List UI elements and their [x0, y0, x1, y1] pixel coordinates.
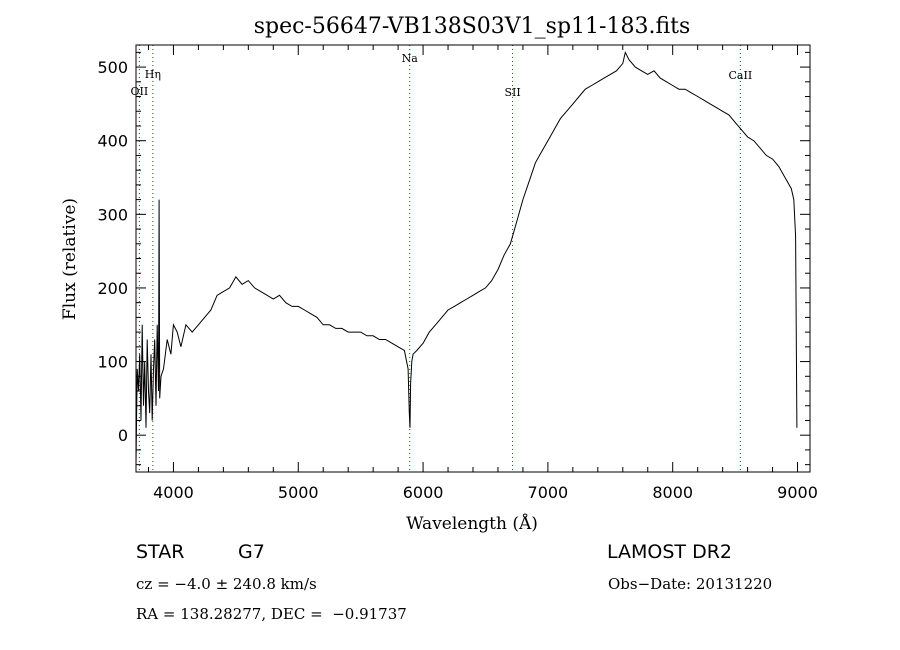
x-tick-label: 5000: [278, 483, 319, 502]
x-tick-label: 9000: [777, 483, 818, 502]
y-tick-label: 400: [97, 132, 128, 151]
chart-title: spec-56647-VB138S03V1_sp11-183.fits: [254, 14, 691, 39]
plot-frame: [135, 44, 811, 473]
y-tick-label: 300: [97, 205, 128, 224]
redshift-info: cz = −4.0 ± 240.8 km/s: [136, 575, 317, 593]
y-axis-label: Flux (relative): [60, 198, 80, 320]
x-axis-label: Wavelength (Å): [406, 513, 538, 534]
line-marker-label: SII: [504, 86, 520, 99]
x-axis-ticks: 4000 5000 6000 7000 8000 9000: [147, 45, 818, 502]
spectrum-line: [135, 50, 798, 465]
observation-date: Obs−Date: 20131220: [608, 575, 773, 593]
x-tick-label: 6000: [403, 483, 444, 502]
x-tick-label: 4000: [153, 483, 194, 502]
line-marker-label: CaII: [729, 69, 753, 82]
y-tick-label: 100: [97, 353, 128, 372]
y-tick-label: 500: [97, 58, 128, 77]
x-tick-label: 8000: [652, 483, 693, 502]
spectral-subclass: G7: [238, 541, 265, 563]
line-marker-label: OII: [131, 85, 149, 98]
line-marker-label: Hη: [145, 68, 161, 81]
line-markers: Hη OII Na SII CaII: [131, 45, 753, 472]
y-tick-label: 200: [97, 279, 128, 298]
y-axis-ticks: 0 100 200 300 400 500: [97, 51, 810, 466]
line-marker-label: Na: [402, 52, 419, 65]
object-class: STAR: [136, 541, 185, 563]
x-tick-label: 7000: [528, 483, 569, 502]
survey-name: LAMOST DR2: [607, 541, 732, 563]
y-tick-label: 0: [118, 426, 128, 445]
coordinates: RA = 138.28277, DEC = −0.91737: [136, 605, 407, 623]
